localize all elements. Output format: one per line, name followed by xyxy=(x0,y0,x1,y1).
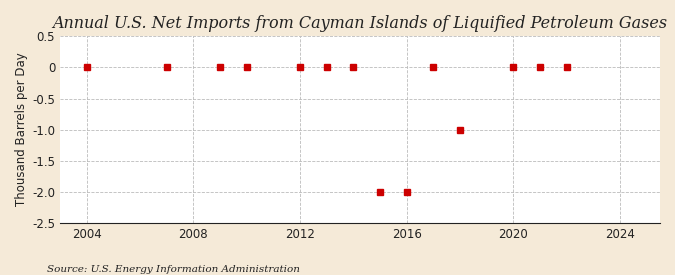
Text: Source: U.S. Energy Information Administration: Source: U.S. Energy Information Administ… xyxy=(47,265,300,274)
Title: Annual U.S. Net Imports from Cayman Islands of Liquified Petroleum Gases: Annual U.S. Net Imports from Cayman Isla… xyxy=(53,15,668,32)
Y-axis label: Thousand Barrels per Day: Thousand Barrels per Day xyxy=(15,53,28,207)
